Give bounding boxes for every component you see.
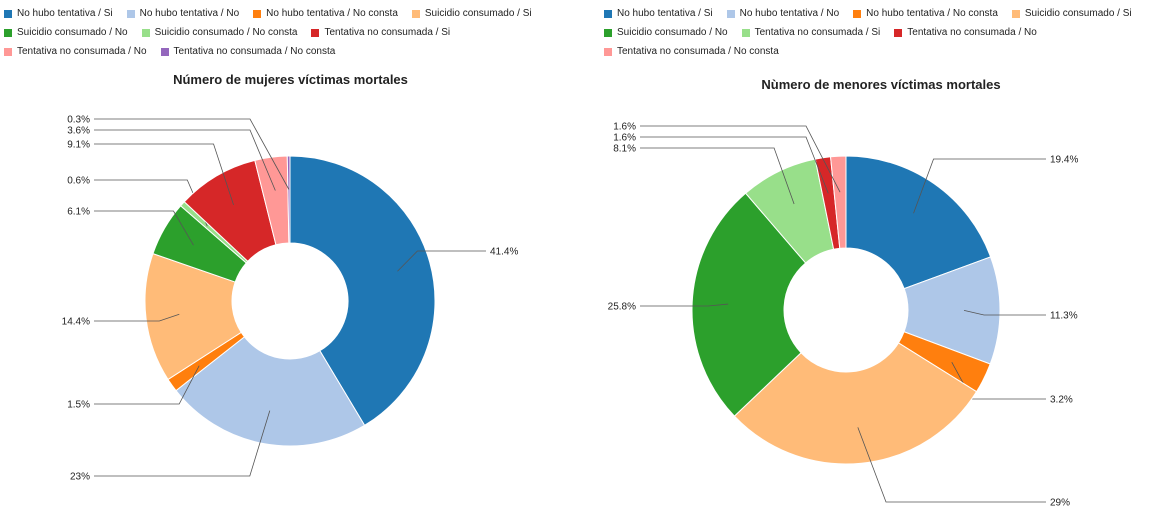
- leader-line: [94, 410, 271, 477]
- legend-label: No hubo tentativa / No consta: [866, 8, 998, 19]
- leader-line: [857, 427, 1046, 503]
- legend-label: No hubo tentativa / Si: [17, 8, 113, 19]
- leader-line: [913, 158, 1046, 214]
- legend-label: Tentativa no consumada / No: [907, 27, 1037, 38]
- leader-line: [94, 143, 234, 205]
- legend-item[interactable]: Tentativa no consumada / No: [4, 46, 147, 58]
- legend-item[interactable]: Tentativa no consumada / No consta: [604, 46, 779, 58]
- leader-line: [640, 147, 795, 205]
- legend-swatch: [411, 10, 420, 18]
- legend-item[interactable]: No hubo tentativa / No: [126, 8, 240, 20]
- legend-label: Tentativa no consumada / No: [17, 46, 147, 57]
- legend-item[interactable]: Suicidio consumado / Si: [411, 8, 532, 20]
- donut-slice[interactable]: [829, 155, 847, 249]
- leader-line: [94, 118, 290, 190]
- leader-line: [640, 136, 829, 194]
- donut-slice[interactable]: [144, 252, 242, 381]
- legend-label: Tentativa no consumada / Si: [324, 27, 451, 38]
- legend-item[interactable]: Tentativa no consumada / No: [894, 27, 1037, 39]
- leader-line: [963, 309, 1046, 316]
- legend-item[interactable]: No hubo tentativa / Si: [4, 8, 113, 20]
- slice-label: 11.3%: [1050, 311, 1078, 322]
- legend-swatch: [726, 10, 735, 18]
- donut-chart-right: 19.4%11.3%3.2%29%25.8%8.1%1.6%1.6%: [608, 122, 1079, 509]
- legend-item[interactable]: Suicidio consumado / Si: [1011, 8, 1132, 20]
- slice-label: 3.2%: [1050, 395, 1073, 406]
- chart-title-right: Nùmero de menores víctimas mortales: [761, 77, 1001, 92]
- legend-swatch: [741, 29, 750, 37]
- slice-label: 1.6%: [613, 122, 636, 133]
- legend-label: Suicidio consumado / Si: [424, 8, 532, 19]
- legend-swatch: [126, 10, 135, 18]
- legend-item[interactable]: Suicidio consumado / No consta: [141, 27, 298, 39]
- slice-label: 0.6%: [67, 176, 90, 187]
- legend-swatch: [4, 10, 12, 18]
- legend-item[interactable]: Suicidio consumado / No: [604, 27, 728, 39]
- legend-swatch: [160, 48, 169, 56]
- slice-label: 23%: [70, 472, 90, 483]
- legend-item[interactable]: No hubo tentativa / Si: [604, 8, 713, 20]
- legend-swatch: [853, 10, 862, 18]
- leader-line: [640, 303, 729, 307]
- legend-swatch: [253, 10, 262, 18]
- slice-label: 1.6%: [613, 133, 636, 144]
- legend-item[interactable]: No hubo tentativa / No consta: [853, 8, 998, 20]
- legend-item[interactable]: No hubo tentativa / No: [726, 8, 840, 20]
- leader-line: [397, 250, 486, 272]
- legend-label: Tentativa no consumada / No consta: [617, 46, 779, 57]
- slice-label: 3.6%: [67, 126, 90, 137]
- donut-slice[interactable]: [691, 192, 807, 417]
- legend-swatch: [1011, 10, 1020, 18]
- legend-swatch: [604, 48, 612, 56]
- leader-line: [640, 125, 841, 193]
- slice-label: 25.8%: [608, 302, 636, 313]
- slice-label: 8.1%: [613, 144, 636, 155]
- donut-slice[interactable]: [733, 342, 978, 465]
- donut-slice[interactable]: [286, 155, 291, 244]
- legend-item[interactable]: Suicidio consumado / No: [4, 27, 128, 39]
- slice-label: 14.4%: [62, 317, 90, 328]
- legend-item[interactable]: No hubo tentativa / No consta: [253, 8, 398, 20]
- slice-label: 19.4%: [1050, 155, 1078, 166]
- legend-label: No hubo tentativa / No consta: [266, 8, 398, 19]
- legend-label: Tentativa no consumada / Si: [754, 27, 881, 38]
- slice-label: 1.5%: [67, 400, 90, 411]
- legend-label: Suicidio consumado / No consta: [154, 27, 298, 38]
- legend-item[interactable]: Tentativa no consumada / Si: [311, 27, 450, 39]
- donut-slice[interactable]: [175, 336, 366, 447]
- slice-label: 6.1%: [67, 207, 90, 218]
- legend-swatch: [4, 29, 12, 37]
- legend-swatch: [604, 29, 612, 37]
- legend-label: No hubo tentativa / No: [739, 8, 840, 19]
- legend-label: No hubo tentativa / Si: [617, 8, 713, 19]
- slice-label: 0.3%: [67, 115, 90, 126]
- donut-slice[interactable]: [289, 155, 436, 427]
- chart-title-left: Número de mujeres víctimas mortales: [173, 72, 408, 87]
- legend-swatch: [141, 29, 150, 37]
- slice-label: 41.4%: [490, 247, 518, 258]
- legend-swatch: [604, 10, 612, 18]
- leader-line: [94, 365, 200, 405]
- legend-label: Suicidio consumado / No: [617, 27, 728, 38]
- slice-label: 29%: [1050, 498, 1070, 509]
- legend-left: No hubo tentativa / Si No hubo tentativa …: [4, 8, 579, 65]
- legend-item[interactable]: Tentativa no consumada / Si: [741, 27, 881, 39]
- legend-swatch: [4, 48, 12, 56]
- slice-label: 9.1%: [67, 140, 90, 151]
- legend-swatch: [894, 29, 903, 37]
- legend-item[interactable]: Tentativa no consumada / No consta: [160, 46, 336, 58]
- leader-line: [94, 210, 194, 246]
- legend-label: Tentativa no consumada / No consta: [173, 46, 336, 57]
- donut-slice[interactable]: [845, 155, 992, 290]
- chart-left: No hubo tentativa / Si No hubo tentativa …: [4, 8, 579, 483]
- legend-right: No hubo tentativa / Si No hubo tentativa …: [604, 8, 1162, 65]
- legend-label: No hubo tentativa / No: [139, 8, 240, 19]
- donut-chart-left: 41.4% 23% 1.5% 14.4% 6.1% 0.6% 9.1% 3.6%0.3%: [62, 115, 519, 483]
- leader-line: [94, 313, 180, 322]
- legend-swatch: [311, 29, 320, 37]
- chart-right: No hubo tentativa / Si No hubo tentativa …: [600, 0, 1162, 514]
- leader-line: [94, 129, 276, 191]
- legend-label: Suicidio consumado / No: [17, 27, 128, 38]
- legend-label: Suicidio consumado / Si: [1024, 8, 1132, 19]
